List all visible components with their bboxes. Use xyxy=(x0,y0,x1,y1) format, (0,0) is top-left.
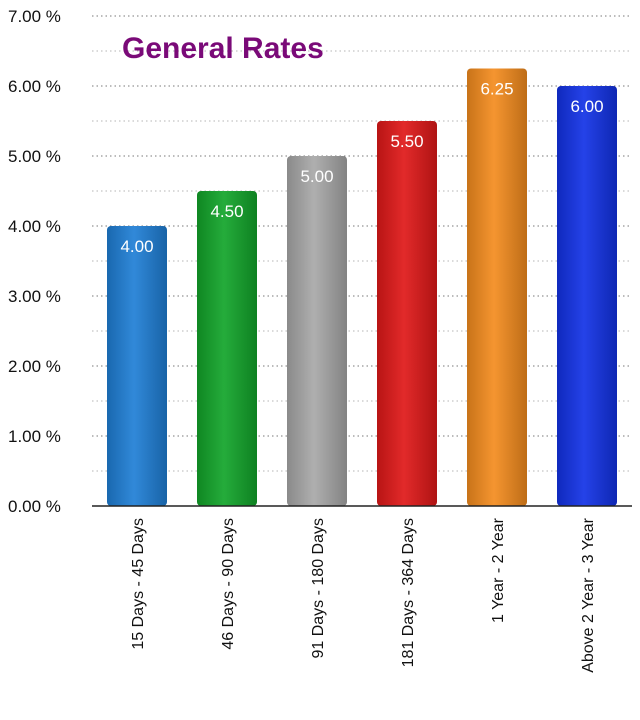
y-axis-tick-labels: 0.00 % 1.00 % 2.00 % 3.00 % 4.00 % 5.00 % 6.00… xyxy=(8,7,61,516)
y-tick-label: 4.00 % xyxy=(8,217,61,236)
y-tick-label: 5.00 % xyxy=(8,147,61,166)
bar xyxy=(107,226,167,506)
category-labels: 15 Days - 45 Days 46 Days - 90 Days 91 Day… xyxy=(130,517,597,672)
category-label: 46 Days - 90 Days xyxy=(220,518,237,650)
category-label: 1 Year - 2 Year xyxy=(490,517,507,623)
y-tick-label: 6.00 % xyxy=(8,77,61,96)
y-tick-label: 1.00 % xyxy=(8,427,61,446)
gridlines xyxy=(92,15,632,472)
bar-data-label: 6.00 xyxy=(570,97,603,116)
y-tick-label: 2.00 % xyxy=(8,357,61,376)
bar-data-label: 4.50 xyxy=(210,202,243,221)
chart-title: General Rates xyxy=(122,32,324,65)
y-tick-label: 7.00 % xyxy=(8,7,61,26)
bar-data-label: 6.25 xyxy=(480,80,513,99)
bar xyxy=(557,86,617,506)
y-tick-label: 0.00 % xyxy=(8,497,61,516)
bar-data-label: 4.00 xyxy=(120,237,153,256)
bar xyxy=(467,68,527,506)
bars xyxy=(107,68,617,506)
bar xyxy=(197,191,257,506)
data-labels: 4.00 4.50 5.00 5.50 6.25 6.00 xyxy=(120,80,603,257)
bar-data-label: 5.00 xyxy=(300,167,333,186)
category-label: 15 Days - 45 Days xyxy=(130,518,147,650)
bar-data-label: 5.50 xyxy=(390,132,423,151)
bar xyxy=(287,156,347,506)
category-label: Above 2 Year - 3 Year xyxy=(580,517,597,672)
y-tick-label: 3.00 % xyxy=(8,287,61,306)
category-label: 181 Days - 364 Days xyxy=(400,518,417,667)
category-label: 91 Days - 180 Days xyxy=(310,518,327,659)
bar xyxy=(377,121,437,506)
